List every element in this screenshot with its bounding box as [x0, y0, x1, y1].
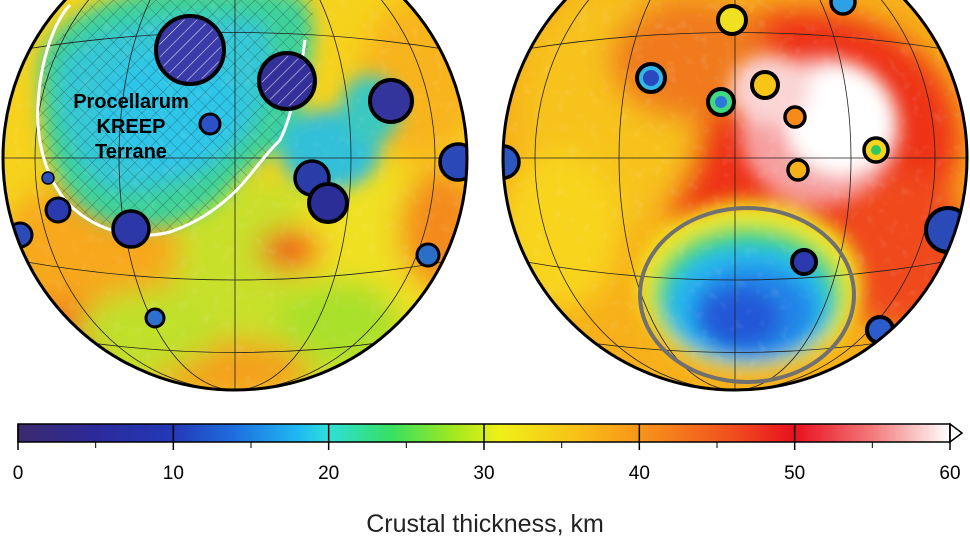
- hemisphere-maps: Procellarum KREEP Terrane: [1, 0, 969, 392]
- crater-9: [438, 142, 467, 182]
- crater-4: [750, 70, 780, 100]
- spa-basin-ring: [638, 206, 856, 384]
- colorbar-tick-label: 60: [939, 463, 961, 484]
- colorbar-ticks: [17, 424, 951, 450]
- crater-1: [716, 4, 748, 36]
- colorbar-tick-label: 0: [12, 463, 24, 484]
- colorbar-tick-label: 40: [628, 463, 650, 484]
- far-side-rim: [501, 0, 969, 392]
- near-side-hemisphere: Procellarum KREEP Terrane: [3, 0, 467, 390]
- terrane-label-line-3: Terrane: [95, 141, 167, 163]
- crater-6: [307, 182, 349, 224]
- terrane-label-line-2: KREEP: [97, 116, 166, 138]
- colorbar: [17, 422, 964, 450]
- crater-4: [198, 112, 222, 136]
- crater-2: [635, 62, 667, 94]
- crater-8: [44, 196, 72, 224]
- far-side-graticule: [503, 0, 967, 390]
- crater-9: [924, 206, 967, 254]
- colorbar-tick-label: 50: [784, 463, 806, 484]
- crater-7: [786, 158, 810, 182]
- far-side-hemisphere: [503, 0, 967, 390]
- near-side-rim: [1, 0, 469, 392]
- terrane-label: Procellarum KREEP Terrane: [73, 91, 189, 163]
- colorbar-extend-arrow: [949, 422, 964, 444]
- crater-7: [111, 209, 151, 249]
- colorbar-title: Crustal thickness, km: [366, 510, 604, 538]
- terrane-label-line-1: Procellarum: [73, 91, 189, 113]
- colorbar-tick-label: 20: [318, 463, 340, 484]
- crater-8: [790, 248, 818, 276]
- colorbar-tick-label: 10: [162, 463, 184, 484]
- pkt-boundary: [36, 3, 307, 237]
- colorbar-tick-label: 30: [473, 463, 495, 484]
- crater-2: [257, 51, 317, 111]
- crater-6: [862, 136, 890, 164]
- crater-5: [783, 105, 807, 129]
- crater-3: [368, 78, 414, 124]
- crater-3: [706, 87, 736, 117]
- crater-1: [154, 14, 226, 86]
- near-side-graticule: [3, 0, 467, 390]
